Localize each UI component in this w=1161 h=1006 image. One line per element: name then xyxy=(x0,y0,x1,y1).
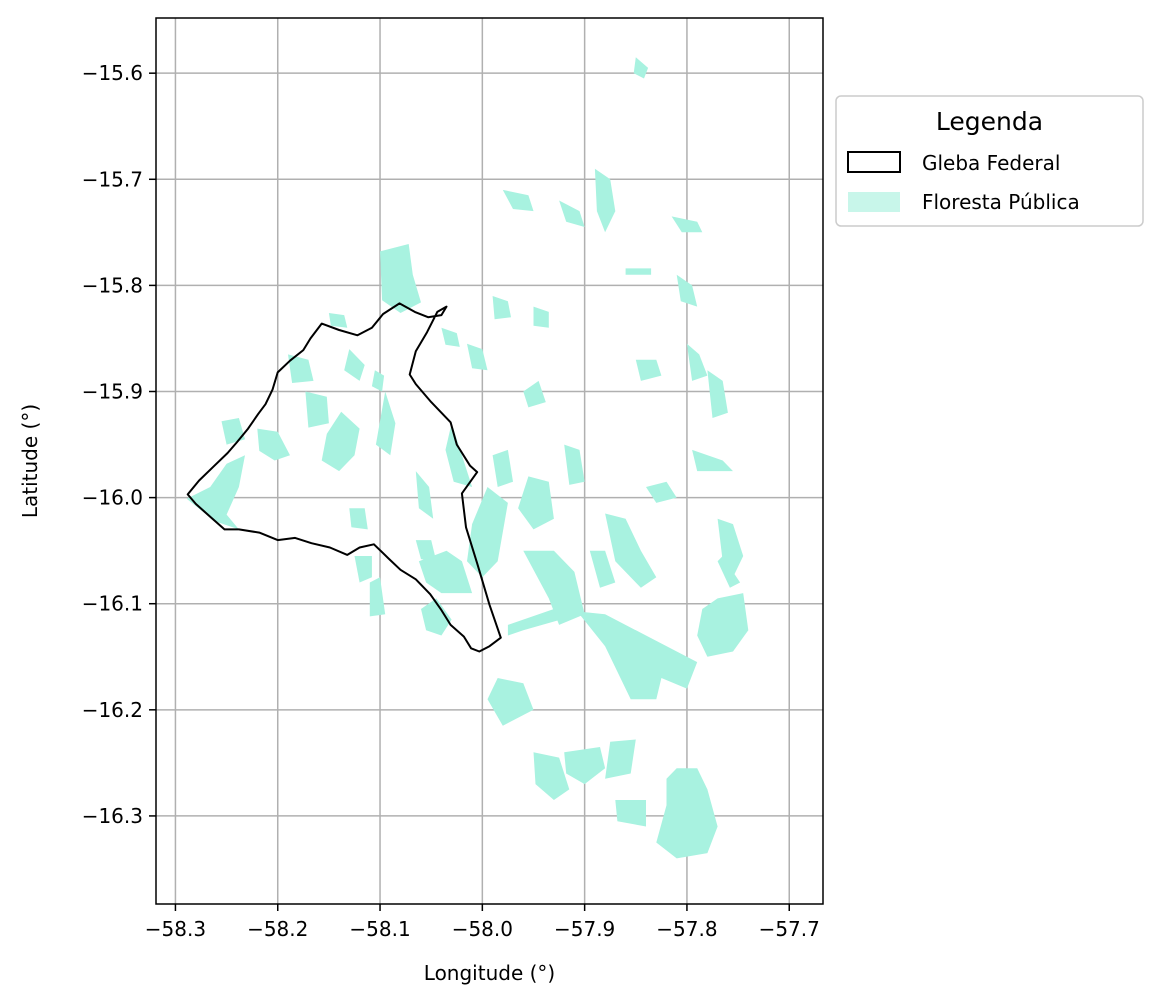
y-tick-label: −15.6 xyxy=(82,61,143,85)
floresta-publica-polygon xyxy=(415,540,437,562)
floresta-publica-polygon xyxy=(186,455,245,530)
floresta-publica-polygon xyxy=(533,306,549,328)
floresta-publica-polygon xyxy=(421,598,452,636)
legend: Legenda Gleba Federal Floresta Pública xyxy=(835,95,1144,227)
floresta-publica-polygon xyxy=(445,423,473,487)
legend-label-floresta: Floresta Pública xyxy=(922,190,1080,214)
floresta-publica-polygon xyxy=(371,370,385,392)
floresta-publica-polygon xyxy=(676,274,698,307)
floresta-publica-polygon xyxy=(686,343,708,381)
floresta-publica-polygon xyxy=(707,370,728,418)
floresta-publica-polygon xyxy=(523,380,546,408)
x-tick-label: −58.0 xyxy=(452,917,513,941)
floresta-publica-polygon xyxy=(305,391,329,428)
floresta-publica-polygon xyxy=(492,296,511,320)
x-tick-label: −57.9 xyxy=(554,917,615,941)
floresta-publica-polygon xyxy=(605,513,657,588)
y-tick-label: −15.7 xyxy=(82,167,143,191)
floresta-publica-polygon xyxy=(369,577,386,617)
y-axis-label: Latitude (°) xyxy=(18,404,42,518)
floresta-publica-polygon xyxy=(487,678,534,726)
y-tick-label: −15.8 xyxy=(82,273,143,297)
y-tick-label: −16.1 xyxy=(82,592,143,616)
floresta-publica-polygon xyxy=(646,481,677,503)
floresta-publica-polygon xyxy=(507,609,698,700)
y-tick-label: −16.0 xyxy=(82,486,143,510)
floresta-publica-polygon xyxy=(415,471,434,519)
floresta-publica-polygon xyxy=(492,449,513,487)
floresta-publica-polygon xyxy=(385,274,399,296)
floresta-publica-polygon xyxy=(697,593,749,657)
floresta-publica-polygon xyxy=(633,57,649,79)
x-tick-label: −57.7 xyxy=(759,917,820,941)
floresta-publica-polygon xyxy=(502,189,534,212)
x-axis-label: Longitude (°) xyxy=(424,961,555,985)
x-tick-label: −58.1 xyxy=(349,917,410,941)
floresta-publica-polygon xyxy=(523,550,585,625)
x-tick-label: −58.3 xyxy=(145,917,206,941)
legend-label-gleba: Gleba Federal xyxy=(922,151,1060,175)
floresta-publica-polygon xyxy=(692,449,733,472)
x-tick-label: −57.8 xyxy=(656,917,717,941)
floresta-publica-polygon xyxy=(605,739,636,779)
gleba-federal-outline xyxy=(186,302,502,653)
floresta-publica-polygon xyxy=(467,343,488,371)
floresta-publica-polygon xyxy=(349,508,368,530)
floresta-publica-polygon xyxy=(717,550,741,588)
floresta-publica-polygon xyxy=(559,200,585,227)
floresta-publica-polygon xyxy=(656,768,718,859)
y-axis-ticks: −15.6 −15.7 −15.8 −15.9 −16.0 −16.1 −16.2 −16.3 xyxy=(82,61,156,828)
floresta-publica-polygon xyxy=(344,349,365,381)
floresta-publica-polygon xyxy=(380,244,421,313)
plot-frame xyxy=(155,17,824,905)
floresta-publica-polygon xyxy=(564,747,606,785)
legend-box xyxy=(835,95,1144,227)
x-axis-ticks: −58.3 −58.2 −58.1 −58.0 −57.9 −57.8 −57.7 xyxy=(145,904,820,941)
floresta-publica-polygon xyxy=(288,354,314,383)
floresta-publica-polygon xyxy=(328,313,348,328)
floresta-publica-polygon xyxy=(671,216,703,233)
floresta-publica-polygon xyxy=(375,391,396,456)
floresta-publica-polygon xyxy=(635,359,662,381)
floresta-publica-layer xyxy=(186,57,749,859)
floresta-publica-polygon xyxy=(418,550,473,594)
y-tick-label: −16.3 xyxy=(82,804,143,828)
legend-swatch-gleba xyxy=(847,151,901,173)
floresta-publica-polygon xyxy=(589,550,616,588)
gleba-federal-layer xyxy=(186,302,502,653)
floresta-publica-polygon xyxy=(221,418,245,445)
floresta-publica-polygon xyxy=(467,487,508,578)
legend-swatch-floresta xyxy=(848,192,900,212)
y-tick-label: −16.2 xyxy=(82,698,143,722)
floresta-publica-polygon xyxy=(354,556,372,583)
floresta-publica-polygon xyxy=(625,268,652,275)
floresta-publica-polygon xyxy=(518,476,554,530)
floresta-publica-polygon xyxy=(564,444,585,485)
legend-title: Legenda xyxy=(936,107,1043,136)
floresta-publica-polygon xyxy=(257,428,290,461)
y-tick-label: −15.9 xyxy=(82,379,143,403)
floresta-publica-polygon xyxy=(594,168,616,233)
floresta-publica-polygon xyxy=(441,327,460,347)
floresta-publica-polygon xyxy=(615,800,646,827)
floresta-publica-polygon xyxy=(321,411,360,472)
x-tick-label: −58.2 xyxy=(247,917,308,941)
floresta-publica-polygon xyxy=(533,752,570,800)
